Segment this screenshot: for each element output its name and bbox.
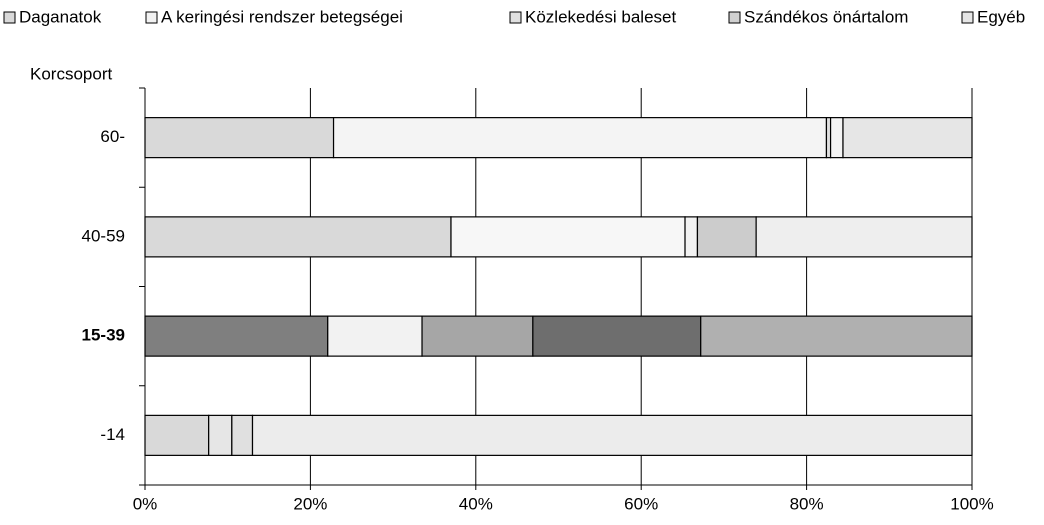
legend-swatch	[961, 11, 974, 24]
legend-swatch	[145, 11, 158, 24]
x-tick-label: 20%	[293, 494, 327, 513]
legend-swatch	[509, 11, 522, 24]
bar-segment	[144, 315, 329, 357]
x-tick-label: 100%	[950, 494, 993, 513]
y-tick-label: -14	[100, 425, 125, 444]
bar-segment	[144, 216, 452, 258]
y-tick-label: 40-59	[82, 226, 125, 245]
bar-segment	[684, 216, 699, 258]
legend-swatch	[3, 11, 16, 24]
legend-label: Szándékos önártalom	[744, 7, 908, 26]
y-tick-label: 60-	[100, 127, 125, 146]
legend-label: Közlekedési baleset	[525, 7, 676, 26]
x-tick-label: 80%	[790, 494, 824, 513]
bar-segment	[450, 216, 686, 258]
bar-segment	[251, 414, 973, 456]
bar-segment	[829, 117, 844, 159]
bar-segment	[327, 315, 423, 357]
bar-segment	[696, 216, 757, 258]
legend-label: A keringési rendszer betegségei	[161, 7, 403, 26]
y-axis-label: Korcsoport	[30, 64, 112, 83]
legend-label: Daganatok	[19, 7, 102, 26]
bar-segment	[332, 117, 828, 159]
x-tick-label: 40%	[459, 494, 493, 513]
y-tick-label: 15-39	[82, 326, 125, 345]
legend-swatch	[728, 11, 741, 24]
bar-segment	[231, 414, 254, 456]
bar-segment	[421, 315, 534, 357]
legend-label: Egyéb	[977, 7, 1025, 26]
bar-segment	[144, 117, 335, 159]
x-tick-label: 0%	[133, 494, 158, 513]
bar-segment	[755, 216, 973, 258]
bar-segment	[700, 315, 973, 357]
bar-segment	[825, 117, 832, 159]
x-tick-label: 60%	[624, 494, 658, 513]
bar-segment	[208, 414, 233, 456]
bar-segment	[842, 117, 973, 159]
bar-segment	[144, 414, 210, 456]
bar-segment	[532, 315, 702, 357]
